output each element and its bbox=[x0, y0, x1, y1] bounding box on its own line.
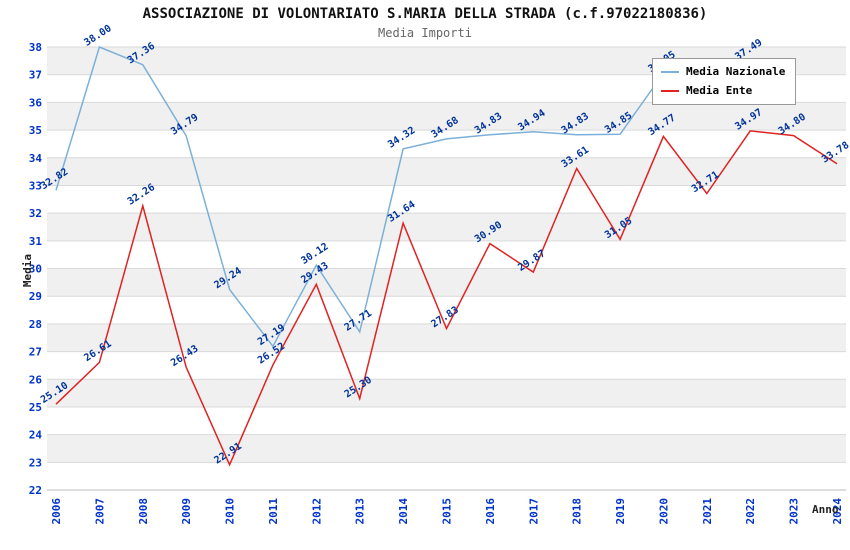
x-tick-label: 2019 bbox=[614, 498, 627, 525]
x-tick-label: 2008 bbox=[137, 498, 150, 525]
x-tick-label: 2023 bbox=[788, 498, 801, 525]
x-tick-label: 2020 bbox=[657, 498, 670, 525]
x-tick-label: 2018 bbox=[571, 498, 584, 525]
y-axis-title: Media bbox=[21, 253, 35, 288]
legend: Media Nazionale Media Ente bbox=[652, 58, 797, 105]
y-tick-label: 29 bbox=[29, 290, 42, 303]
y-tick-label: 22 bbox=[29, 484, 42, 497]
y-tick-label: 30 bbox=[29, 263, 42, 276]
chart-title: ASSOCIAZIONE DI VOLONTARIATO S.MARIA DEL… bbox=[142, 6, 708, 22]
x-tick-label: 2009 bbox=[180, 498, 193, 525]
x-tick-label: 2010 bbox=[224, 498, 237, 525]
x-tick-label: 2024 bbox=[831, 498, 844, 525]
legend-item-media-ente: Media Ente bbox=[661, 84, 785, 97]
x-tick-label: 2021 bbox=[701, 498, 714, 525]
series-line bbox=[55, 130, 838, 467]
y-tick-label: 35 bbox=[29, 124, 42, 137]
legend-label-media-nazionale: Media Nazionale bbox=[686, 65, 786, 78]
y-tick-label: 28 bbox=[29, 318, 42, 331]
legend-item-media-nazionale: Media Nazionale bbox=[661, 65, 785, 78]
x-tick-label: 2011 bbox=[267, 498, 280, 525]
y-tick-label: 23 bbox=[29, 456, 42, 469]
x-tick-label: 2013 bbox=[354, 498, 367, 525]
media-ente-line-swatch bbox=[661, 89, 679, 92]
y-tick-label: 25 bbox=[29, 401, 42, 414]
chart-subtitle: Media Importi bbox=[378, 26, 472, 40]
y-tick-label: 27 bbox=[29, 346, 42, 359]
x-tick-label: 2012 bbox=[310, 498, 323, 525]
y-tick-label: 32 bbox=[29, 207, 42, 220]
y-tick-label: 38 bbox=[29, 41, 42, 54]
series-line bbox=[55, 45, 751, 348]
y-tick-label: 33 bbox=[29, 179, 42, 192]
x-tick-label: 2015 bbox=[441, 498, 454, 525]
x-axis-title: Anno bbox=[812, 503, 839, 516]
y-tick-label: 31 bbox=[29, 235, 43, 248]
y-tick-label: 26 bbox=[29, 373, 43, 386]
legend-label-media-ente: Media Ente bbox=[686, 84, 753, 97]
x-axis-tick-labels: 2006 2007 2008 2009 2010 2011 2012 2013 2014 2015… bbox=[50, 498, 844, 525]
x-tick-label: 2017 bbox=[527, 498, 540, 525]
y-tick-label: 37 bbox=[29, 69, 42, 82]
y-axis-tick-labels: 22 23 24 25 26 27 28 29 30 31 32 33 34 35 36 37 38 bbox=[29, 41, 43, 497]
y-tick-label: 24 bbox=[29, 429, 43, 442]
y-tick-label: 36 bbox=[29, 96, 43, 109]
y-tick-label: 34 bbox=[29, 152, 43, 165]
x-tick-label: 2022 bbox=[744, 498, 757, 525]
x-tick-label: 2007 bbox=[93, 498, 106, 525]
x-tick-label: 2006 bbox=[50, 498, 63, 525]
x-tick-label: 2016 bbox=[484, 498, 497, 525]
x-tick-label: 2014 bbox=[397, 498, 410, 525]
plot-bands bbox=[47, 47, 846, 463]
media-nazionale-line-swatch bbox=[661, 70, 679, 73]
